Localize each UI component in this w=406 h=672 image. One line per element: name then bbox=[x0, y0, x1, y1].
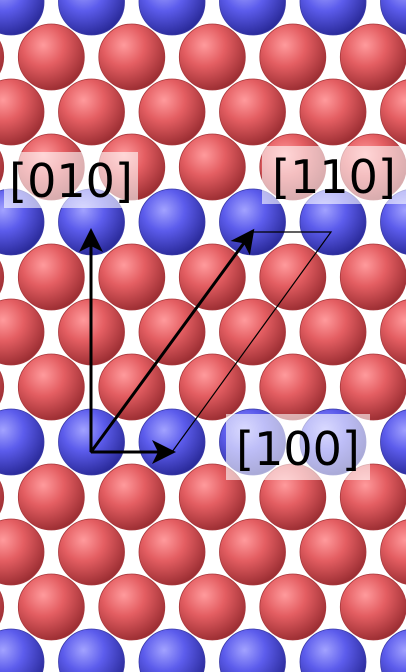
host-atom bbox=[0, 480, 5, 514]
host-atom bbox=[0, 260, 5, 294]
dopant-atom bbox=[138, 628, 206, 672]
host-atom bbox=[0, 150, 5, 184]
host-atom bbox=[339, 463, 406, 531]
dopant-atom bbox=[58, 628, 125, 672]
host-atom bbox=[98, 353, 166, 421]
host-atom bbox=[98, 23, 166, 91]
dopant-atom bbox=[380, 0, 406, 35]
host-atom bbox=[0, 78, 45, 146]
host-atom bbox=[219, 518, 286, 586]
host-atom bbox=[17, 463, 85, 531]
host-atom bbox=[380, 519, 406, 585]
label-100: [100] bbox=[236, 422, 360, 476]
direction-labels: [010] [110] [100] bbox=[4, 146, 406, 480]
label-110: [110] bbox=[272, 150, 396, 204]
dopant-atom bbox=[219, 0, 286, 36]
dopant-atom bbox=[299, 0, 367, 36]
host-atom bbox=[380, 299, 406, 365]
host-atom bbox=[219, 78, 286, 146]
host-atom bbox=[17, 243, 85, 311]
dopant-atom bbox=[380, 189, 406, 255]
dopant-atom bbox=[380, 409, 406, 475]
dopant-atom bbox=[219, 628, 286, 672]
host-atom bbox=[0, 298, 45, 366]
host-atom bbox=[339, 573, 406, 641]
label-010-background bbox=[4, 152, 138, 208]
host-atom bbox=[58, 78, 125, 146]
host-atom bbox=[299, 78, 367, 146]
dopant-atom bbox=[0, 408, 45, 476]
host-atom bbox=[0, 370, 5, 404]
host-atom bbox=[299, 298, 367, 366]
host-atom bbox=[0, 518, 45, 586]
host-atom bbox=[0, 590, 5, 624]
host-atom bbox=[259, 573, 327, 641]
host-atom bbox=[178, 23, 246, 91]
host-atom bbox=[339, 353, 406, 421]
host-atom bbox=[138, 298, 206, 366]
host-atom bbox=[178, 353, 246, 421]
host-atom bbox=[138, 78, 206, 146]
host-atom bbox=[259, 23, 327, 91]
host-atom bbox=[58, 518, 125, 586]
label-110-background bbox=[262, 146, 406, 204]
dopant-atom bbox=[0, 0, 45, 36]
arrow-110 bbox=[89, 228, 255, 453]
host-atom bbox=[98, 243, 166, 311]
direction-vectors bbox=[79, 228, 255, 464]
label-010: [010] bbox=[9, 154, 133, 208]
host-atom bbox=[98, 463, 166, 531]
host-atom bbox=[17, 573, 85, 641]
host-atom bbox=[138, 518, 206, 586]
dopant-atom bbox=[138, 408, 206, 476]
host-atom bbox=[0, 40, 5, 74]
dopant-atom bbox=[0, 628, 45, 672]
host-atom bbox=[98, 573, 166, 641]
host-atom bbox=[219, 298, 286, 366]
host-atom bbox=[299, 518, 367, 586]
dopant-atom bbox=[380, 629, 406, 672]
host-atom bbox=[380, 79, 406, 145]
host-atom bbox=[178, 573, 246, 641]
host-atom bbox=[339, 23, 406, 91]
dopant-atom bbox=[138, 188, 206, 256]
host-atom bbox=[339, 243, 406, 311]
dopant-atom bbox=[299, 628, 367, 672]
host-atom bbox=[17, 353, 85, 421]
host-atom bbox=[178, 133, 246, 201]
dopant-atom bbox=[138, 0, 206, 36]
host-atom bbox=[259, 353, 327, 421]
host-atom bbox=[259, 243, 327, 311]
host-atom bbox=[178, 243, 246, 311]
dopant-atom bbox=[58, 0, 125, 36]
host-atom bbox=[178, 463, 246, 531]
host-atom bbox=[17, 23, 85, 91]
label-100-background bbox=[226, 414, 370, 480]
